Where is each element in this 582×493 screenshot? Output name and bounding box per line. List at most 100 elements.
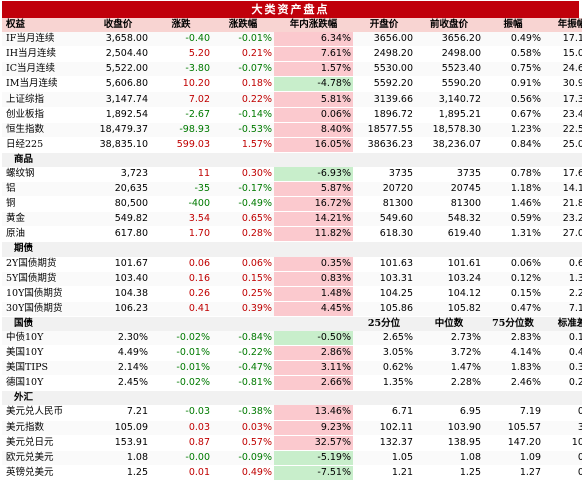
table-row: 中债10Y 2.30% -0.02% -0.84% -0.50% 2.65% 2.73% 2.…	[2, 330, 582, 347]
header-median: 中位数	[415, 316, 483, 331]
cell-annual-amplitude: 23.26%	[543, 211, 582, 228]
cell-close: 617.80	[86, 226, 150, 243]
table-row: 德国10Y 2.45% -0.02% -0.81% 2.66% 1.35% 2.28% 2.4…	[2, 375, 582, 392]
cell-name: 黄金	[2, 211, 86, 228]
cell-amplitude: 0.47%	[483, 301, 543, 317]
cell-open: 3139.66	[353, 91, 415, 108]
cell-ytd-change: 2.66%	[274, 375, 353, 392]
cell-change-pct: -0.81%	[212, 375, 274, 392]
cell-change-pct: 1.57%	[212, 137, 274, 153]
cell-amplitude: 0.12%	[483, 271, 543, 287]
cell-name: IF当月连续	[2, 32, 86, 48]
cell-open: 549.60	[353, 211, 415, 228]
cell-name: 欧元兑美元	[2, 450, 86, 466]
cell-name: 德国10Y	[2, 375, 86, 392]
cell-prev-close: 5523.40	[415, 61, 483, 78]
cell-prev-close: 619.40	[415, 226, 483, 243]
table-row: IH当月连续 2,504.40 5.20 0.21% 7.61% 2498.20 2498.…	[2, 46, 582, 63]
cell-ytd-pct: 11.82%	[274, 226, 353, 243]
header-amplitude: 振幅	[483, 18, 543, 33]
cell-ytd-change: 3.11%	[274, 360, 353, 377]
header-p25: 25分位	[353, 316, 415, 331]
cell-open: 20720	[353, 181, 415, 198]
header-prev-close: 前收盘价	[415, 18, 483, 33]
cell-change: -0.02%	[150, 375, 212, 392]
table-row: 美元兑日元 153.91 0.87 0.57% 32.57% 132.37 138.95 14…	[2, 435, 582, 451]
cell-close: 2,504.40	[86, 46, 150, 63]
cell-median: 3.72%	[415, 345, 483, 362]
cell-change-pct: 0.28%	[212, 226, 274, 243]
table-row: 2Y国债期货 101.67 0.06 0.06% 0.35% 101.63 101.61 0.…	[2, 256, 582, 272]
cell-name: 美元指数	[2, 420, 86, 436]
cell-change-pct: -0.49%	[212, 196, 274, 213]
cell-p75: 2.83%	[483, 330, 543, 347]
panel-title: 大类资产盘点	[2, 1, 579, 18]
cell-ytd-change: 13.46%	[274, 405, 353, 421]
cell-close: 1,892.54	[86, 107, 150, 123]
section-title: 国债	[2, 316, 86, 331]
cell-yield: 2.14%	[86, 360, 150, 377]
cell-name: 日经225	[2, 137, 86, 153]
cell-annual-amplitude: 27.02%	[543, 226, 582, 243]
cell-std-dev: 0.05	[543, 465, 582, 481]
cell-ytd-pct: 16.05%	[274, 137, 353, 153]
cell-close: 18,479.37	[86, 122, 150, 138]
cell-annual-amplitude: 1.30%	[543, 271, 582, 287]
cell-std-dev: 3.58	[543, 420, 582, 436]
cell-p75: 4.14%	[483, 345, 543, 362]
cell-change-pct: -0.47%	[212, 360, 274, 377]
cell-name: 2Y国债期货	[2, 256, 86, 272]
cell-ytd-pct: 0.83%	[274, 271, 353, 287]
cell-annual-amplitude: 7.12%	[543, 301, 582, 317]
table-row: 美元兑人民币7.21-0.03-0.38%13.46%6.716.957.190…	[2, 405, 582, 421]
cell-name: 美国10Y	[2, 345, 86, 362]
cell-annual-amplitude: 24.64%	[543, 61, 582, 78]
cell-p25: 132.37	[353, 435, 415, 451]
cell-name: IM当月连续	[2, 76, 86, 93]
cell-ytd-pct: 4.45%	[274, 301, 353, 317]
cell-ytd-pct: 6.34%	[274, 32, 353, 48]
cell-open: 105.86	[353, 301, 415, 317]
cell-yield: 4.49%	[86, 345, 150, 362]
cell-ytd-change: -0.50%	[274, 330, 353, 347]
cell-change: -3.80	[150, 61, 212, 78]
cell-close: 549.82	[86, 211, 150, 228]
cell-name: 10Y国债期货	[2, 286, 86, 302]
cell-std-dev: 0.40%	[543, 345, 582, 362]
table-row: 铜 80,500 -400 -0.49% 16.72% 81300 81300 1.46% 21…	[2, 196, 582, 213]
cell-median: 1.08	[415, 450, 483, 466]
cell-amplitude: 0.49%	[483, 32, 543, 48]
cell-open: 1896.72	[353, 107, 415, 123]
cell-close: 103.40	[86, 271, 150, 287]
cell-change-pct: 0.65%	[212, 211, 274, 228]
cell-change: -0.01%	[150, 345, 212, 362]
cell-std-dev: 10.44	[543, 435, 582, 451]
cell-annual-amplitude: 17.35%	[543, 91, 582, 108]
cell-change: 0.03	[150, 420, 212, 436]
cell-amplitude: 1.23%	[483, 122, 543, 138]
cell-amplitude: 0.84%	[483, 137, 543, 153]
cell-std-dev: 0.21%	[543, 375, 582, 392]
cell-ytd-pct: 1.48%	[274, 286, 353, 302]
cell-annual-amplitude: 15.05%	[543, 46, 582, 63]
cell-prev-close: 3,140.72	[415, 91, 483, 108]
cell-annual-amplitude: 2.21%	[543, 286, 582, 302]
cell-p25: 1.35%	[353, 375, 415, 392]
cell-change: 0.16	[150, 271, 212, 287]
header-open: 开盘价	[353, 18, 415, 33]
table-row: IC当月连续 5,522.00 -3.80 -0.07% 1.57% 5530.00 552…	[2, 61, 582, 78]
table-row: IM当月连续 5,606.80 10.20 0.18% -4.78% 5592.20 559…	[2, 76, 582, 93]
cell-amplitude: 0.58%	[483, 46, 543, 63]
cell-prev-close: 38,236.07	[415, 137, 483, 153]
cell-std-dev: 0.35%	[543, 360, 582, 377]
section-commodity: 商品	[2, 152, 582, 167]
cell-yield: 2.45%	[86, 375, 150, 392]
cell-annual-amplitude: 17.60%	[543, 166, 582, 183]
cell-change: -0.01%	[150, 360, 212, 377]
cell-name: 铜	[2, 196, 86, 213]
cell-change: -98.93	[150, 122, 212, 138]
cell-change: -0.00	[150, 450, 212, 466]
cell-std-dev: 0.31	[543, 405, 582, 421]
table-header-row: 权益 收盘价 涨跌 涨跌幅 年内涨跌幅 开盘价 前收盘价 振幅 年振幅	[2, 18, 582, 33]
cell-ytd-pct: 5.87%	[274, 181, 353, 198]
